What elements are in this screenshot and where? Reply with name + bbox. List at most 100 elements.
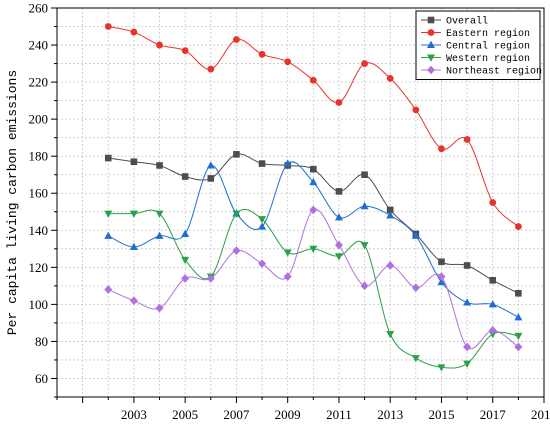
legend-label-central-region: Central region bbox=[446, 41, 530, 53]
data-point-overall bbox=[310, 165, 317, 173]
series-group bbox=[104, 23, 523, 372]
x-tick-label: 2015 bbox=[428, 407, 454, 422]
data-point-eastern-region bbox=[258, 50, 266, 58]
x-tick-label: 2005 bbox=[172, 407, 198, 422]
data-point-eastern-region bbox=[156, 41, 163, 49]
legend-label-western-region: Western region bbox=[446, 53, 530, 65]
data-point-northeast-region bbox=[181, 274, 190, 283]
data-point-overall bbox=[361, 171, 368, 179]
series-western-region bbox=[104, 208, 523, 372]
data-point-overall bbox=[258, 160, 266, 167]
y-tick-label: 120 bbox=[29, 260, 49, 275]
data-point-eastern-region bbox=[412, 106, 420, 114]
data-point-eastern-region bbox=[489, 199, 497, 206]
y-tick-label: 200 bbox=[29, 112, 49, 127]
legend-marker-eastern-region bbox=[427, 29, 435, 36]
data-point-northeast-region bbox=[463, 342, 472, 352]
data-point-western-region bbox=[232, 210, 241, 218]
legend-marker-overall bbox=[427, 16, 435, 24]
data-point-central-region bbox=[360, 202, 369, 210]
data-point-overall bbox=[104, 154, 112, 162]
data-point-western-region bbox=[437, 364, 446, 372]
data-point-eastern-region bbox=[309, 76, 317, 84]
data-point-northeast-region bbox=[386, 261, 395, 270]
data-point-eastern-region bbox=[361, 60, 368, 67]
data-point-overall bbox=[156, 162, 163, 169]
data-point-northeast-region bbox=[258, 259, 267, 268]
data-point-overall bbox=[130, 158, 138, 166]
data-point-eastern-region bbox=[207, 65, 215, 73]
data-point-northeast-region bbox=[437, 272, 446, 281]
data-point-western-region bbox=[309, 245, 318, 254]
data-point-central-region bbox=[514, 313, 523, 321]
legend-label-eastern-region: Eastern region bbox=[446, 28, 530, 40]
y-tick-label: 80 bbox=[35, 334, 48, 349]
data-point-overall bbox=[515, 289, 522, 297]
data-point-overall bbox=[438, 258, 445, 266]
data-point-western-region bbox=[104, 210, 113, 218]
data-point-central-region bbox=[386, 211, 395, 219]
data-point-western-region bbox=[360, 242, 369, 250]
data-point-overall bbox=[181, 173, 189, 180]
data-point-western-region bbox=[283, 249, 292, 257]
data-point-eastern-region bbox=[463, 136, 471, 143]
data-point-eastern-region bbox=[438, 145, 445, 153]
series-northeast-region bbox=[104, 205, 523, 352]
y-tick-label: 220 bbox=[29, 75, 49, 90]
plot-frame bbox=[56, 7, 545, 398]
y-tick-label: 260 bbox=[29, 1, 49, 16]
x-tick-label: 2003 bbox=[121, 407, 147, 422]
data-point-central-region bbox=[488, 300, 497, 308]
data-point-central-region bbox=[181, 229, 190, 237]
data-point-central-region bbox=[129, 242, 138, 250]
legend-marker-central-region bbox=[427, 40, 435, 48]
x-tick-label: 2009 bbox=[275, 407, 301, 422]
x-tick-label: 2011 bbox=[326, 407, 352, 422]
data-point-western-region bbox=[411, 355, 420, 363]
y-axis-title: Per capita living carbon emissions bbox=[5, 70, 20, 335]
data-point-central-region bbox=[437, 277, 446, 286]
data-point-central-region bbox=[258, 222, 267, 230]
legend-marker-northeast-region bbox=[427, 65, 435, 75]
legend-label-northeast-region: Northeast region bbox=[446, 66, 542, 78]
data-point-overall bbox=[335, 188, 343, 195]
data-point-northeast-region bbox=[411, 283, 420, 293]
data-point-overall bbox=[233, 151, 240, 158]
data-point-eastern-region bbox=[181, 47, 189, 55]
data-point-western-region bbox=[181, 256, 190, 265]
data-point-eastern-region bbox=[284, 58, 292, 66]
data-point-central-region bbox=[463, 298, 472, 306]
data-point-northeast-region bbox=[360, 281, 369, 291]
series-central-region bbox=[104, 159, 523, 321]
data-point-northeast-region bbox=[129, 296, 138, 305]
y-tick-label: 160 bbox=[29, 186, 49, 201]
data-point-overall bbox=[463, 262, 471, 269]
data-point-western-region bbox=[334, 253, 343, 261]
data-point-central-region bbox=[104, 231, 113, 239]
data-point-northeast-region bbox=[488, 326, 497, 335]
data-point-western-region bbox=[155, 210, 164, 218]
data-point-western-region bbox=[514, 332, 523, 341]
y-tick-label: 140 bbox=[29, 223, 49, 238]
series-eastern-region bbox=[104, 23, 522, 230]
data-point-central-region bbox=[206, 161, 215, 169]
data-point-central-region bbox=[411, 231, 420, 239]
data-point-western-region bbox=[386, 331, 395, 339]
data-point-northeast-region bbox=[514, 342, 523, 352]
x-tick-label: 2013 bbox=[377, 407, 403, 422]
x-tick-label: 2019 bbox=[531, 407, 550, 422]
data-point-central-region bbox=[309, 177, 318, 186]
data-point-eastern-region bbox=[104, 23, 112, 30]
data-point-northeast-region bbox=[309, 205, 318, 215]
data-point-northeast-region bbox=[334, 240, 343, 250]
data-point-western-region bbox=[129, 210, 138, 218]
axis-ticks: 2003 2005 2007 2009 2011 2013 2015 2017 2019 60 80… bbox=[29, 1, 550, 423]
data-point-northeast-region bbox=[283, 272, 292, 281]
y-tick-label: 240 bbox=[29, 38, 49, 53]
y-tick-label: 180 bbox=[29, 149, 49, 164]
data-point-central-region bbox=[334, 213, 343, 221]
data-point-northeast-region bbox=[155, 303, 164, 313]
data-point-overall bbox=[386, 206, 394, 214]
